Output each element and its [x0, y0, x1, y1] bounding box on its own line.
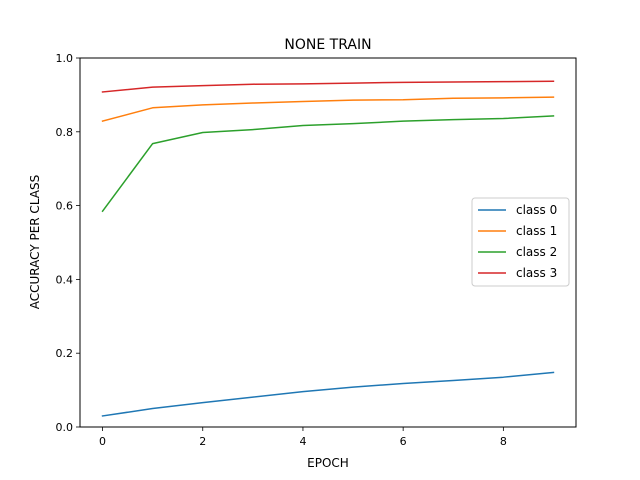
x-axis-label: EPOCH — [307, 456, 349, 470]
y-axis-label: ACCURACY PER CLASS — [28, 175, 42, 309]
x-tick-label-2: 4 — [299, 435, 306, 448]
x-tick-label-1: 2 — [199, 435, 206, 448]
series-line-1 — [101, 96, 555, 123]
series-line-0 — [101, 371, 555, 417]
y-tick-label-5: 1.0 — [56, 52, 74, 65]
legend-label-0: class 0 — [516, 203, 557, 217]
x-tick-label-0: 0 — [99, 435, 106, 448]
y-tick-label-4: 0.8 — [56, 126, 74, 139]
plot-area-frame — [79, 57, 577, 428]
y-tick-label-1: 0.2 — [56, 347, 74, 360]
x-tick-label-3: 6 — [400, 435, 407, 448]
y-tick-label-2: 0.4 — [56, 273, 74, 286]
axis-ticks: 0 2 4 6 8 0.0 0.2 0.4 0.6 0.8 1.0 — [56, 52, 507, 448]
chart-title: NONE TRAIN — [284, 37, 371, 53]
legend-label-2: class 2 — [516, 245, 557, 259]
legend-label-3: class 3 — [516, 266, 557, 280]
series-line-2 — [101, 115, 555, 213]
y-tick-label-0: 0.0 — [56, 421, 74, 434]
y-tick-label-3: 0.6 — [56, 200, 74, 213]
series-lines — [101, 80, 555, 417]
x-tick-label-4: 8 — [500, 435, 507, 448]
legend-box — [471, 197, 570, 287]
series-line-3 — [101, 80, 555, 93]
legend: class 0 class 1 class 2 class 3 — [471, 197, 570, 287]
legend-label-1: class 1 — [516, 224, 557, 238]
